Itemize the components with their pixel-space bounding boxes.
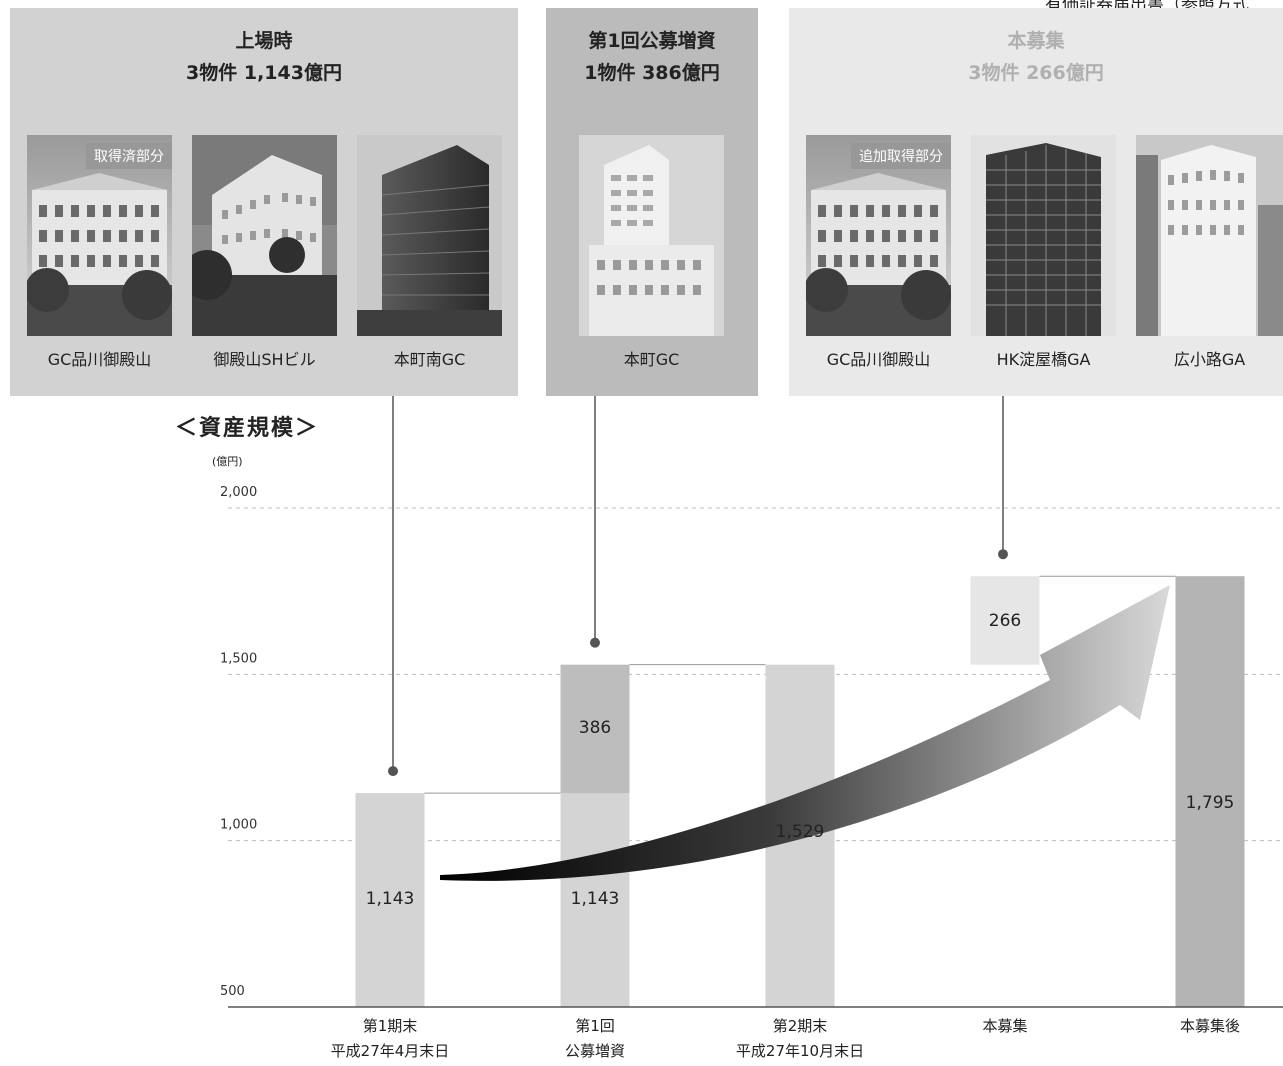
bar-value-label: 266: [989, 611, 1021, 631]
property-name: 本町GC: [623, 350, 680, 369]
x-tick-label: 第1回: [575, 1017, 615, 1035]
x-tick-label: 第2期末: [773, 1017, 828, 1035]
panel-first-offering: 第1回公募増資 1物件 386億円 本町GC: [546, 8, 758, 396]
additional-acquisition-badge: 追加取得部分: [851, 143, 951, 169]
property-photo-hirokoji: [1136, 135, 1283, 336]
x-tick-label: 第1期末: [363, 1017, 418, 1035]
property-name: HK淀屋橋GA: [996, 350, 1091, 369]
property-photo-hk-yodoyabashi: [971, 135, 1116, 336]
x-tick-label: 公募増資: [565, 1042, 625, 1060]
y-tick-label: 2,000: [220, 485, 257, 500]
chart-title: ＜資産規模＞: [175, 416, 320, 441]
bar-value-label: 1,143: [571, 889, 620, 909]
property-photo-honmachi-minami: [357, 135, 502, 336]
panel-title: 第1回公募増資: [588, 30, 716, 52]
y-axis-unit: (億円): [212, 455, 243, 468]
leader-dot: [998, 549, 1008, 560]
property-photo-gotenyama-sh: [192, 135, 337, 336]
panel-subtitle: 3物件 266億円: [968, 62, 1104, 84]
x-tick-label: 本募集: [982, 1017, 1027, 1035]
property-name: GC品川御殿山: [47, 350, 152, 369]
acquired-portion-badge: 取得済部分: [86, 143, 172, 169]
x-tick-label: 平成27年10月末日: [736, 1042, 864, 1060]
panel-subtitle: 1物件 386億円: [584, 62, 720, 84]
leader-dot: [590, 637, 600, 648]
bar-value-label: 1,795: [1186, 793, 1235, 813]
bar-segment: [1175, 576, 1245, 1007]
bar-segment: [560, 664, 630, 794]
growth-arrow: [440, 585, 1170, 881]
property-photo-honmachi: [579, 135, 724, 336]
y-tick-label: 1,000: [220, 818, 257, 833]
bar-value-label: 1,143: [366, 889, 415, 909]
panel-listing: 上場時 3物件 1,143億円 取得済部分 GC品川御殿山: [10, 8, 518, 396]
property-name: 本町南GC: [393, 350, 466, 369]
property-photo-gc-shinagawa: 取得済部分: [27, 135, 172, 336]
property-photo-gc-shinagawa-additional: 追加取得部分: [806, 135, 951, 336]
panel-title: 上場時: [235, 30, 293, 52]
y-tick-label: 500: [220, 984, 245, 999]
bar-value-label: 386: [579, 718, 611, 738]
leader-dot: [388, 766, 398, 777]
bar-segment: [560, 793, 630, 1007]
bar-segment: [970, 576, 1040, 665]
x-tick-label: 平成27年4月末日: [331, 1042, 450, 1060]
panel-title: 本募集: [1007, 30, 1065, 52]
panel-subtitle: 3物件 1,143億円: [186, 62, 342, 84]
property-name: 広小路GA: [1173, 350, 1246, 369]
bar-value-label: 1,529: [776, 822, 825, 842]
bar-segment: [355, 793, 425, 1007]
panel-current-offering: 本募集 3物件 266億円 追加取得部分 GC品川御殿山: [789, 8, 1283, 396]
x-tick-label: 本募集後: [1180, 1017, 1240, 1035]
property-name: 御殿山SHビル: [213, 350, 316, 369]
y-tick-label: 1,500: [220, 651, 257, 666]
property-name: GC品川御殿山: [826, 350, 931, 369]
